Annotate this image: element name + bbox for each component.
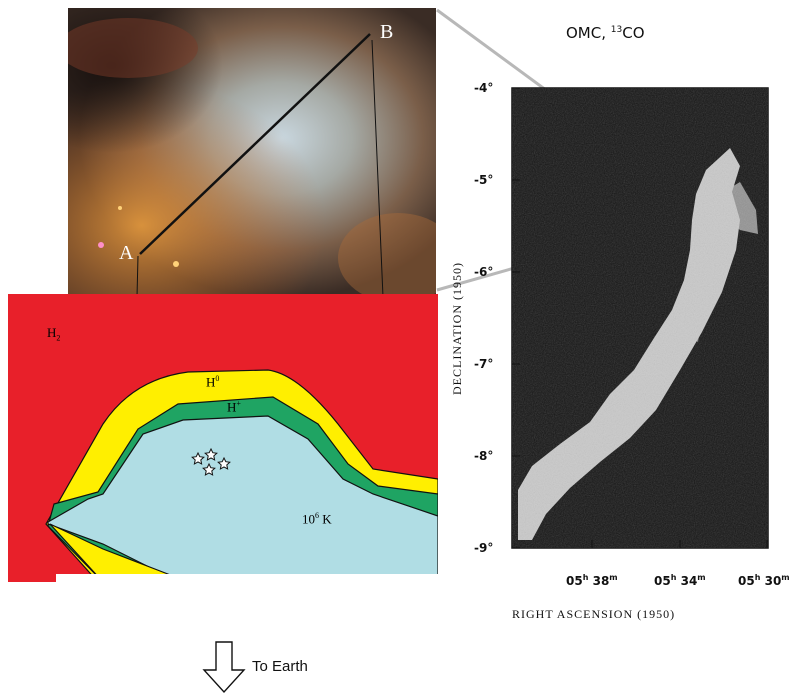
x-tick-0530: 05h 38m [566, 573, 618, 588]
star-icon [217, 456, 231, 470]
point-b-label: B [380, 21, 394, 43]
y-axis-label: DECLINATION (1950) [450, 262, 464, 395]
y-tick: -7° [474, 357, 493, 371]
h2-label: H2 [47, 325, 61, 343]
x-axis [591, 540, 768, 548]
hplus-label: H+ [227, 399, 241, 415]
y-axis: -4° -5° -6° -7° -8° -9° [474, 81, 520, 555]
cross-section-diagram [8, 294, 438, 582]
projection-line-b [371, 39, 384, 298]
co-map: -4° -5° -6° -7° -8° -9° DECLINATION (195… [450, 81, 769, 621]
y-tick: -4° [474, 81, 493, 95]
ionizing-stars [191, 447, 231, 476]
star [118, 206, 122, 210]
h0-label: H0 [206, 374, 220, 390]
y-tick: -5° [474, 173, 493, 187]
hot-gas-label: 106 K [302, 511, 332, 527]
star-icon [191, 451, 205, 465]
pink-star [98, 242, 104, 248]
hot-gas-region [47, 415, 438, 582]
point-a-label: A [119, 242, 134, 264]
y-tick: -9° [474, 541, 493, 555]
projection-line-a [136, 255, 139, 298]
cut-line-a-b [139, 33, 371, 255]
y-tick: -6° [474, 265, 493, 279]
x-tick-0530b: 05h 30m [738, 573, 790, 588]
down-arrow-icon [202, 641, 246, 694]
star-icon [204, 447, 218, 461]
x-axis-label: RIGHT ASCENSION (1950) [512, 607, 675, 621]
co-map-title: OMC, 13CO [566, 24, 645, 42]
star-icon [202, 462, 216, 476]
y-tick: -8° [474, 449, 493, 463]
to-earth-label: To Earth [252, 658, 308, 675]
star [173, 261, 179, 267]
x-tick-0534: 05h 34m [654, 573, 706, 588]
orion-nebula-photo [68, 8, 436, 298]
